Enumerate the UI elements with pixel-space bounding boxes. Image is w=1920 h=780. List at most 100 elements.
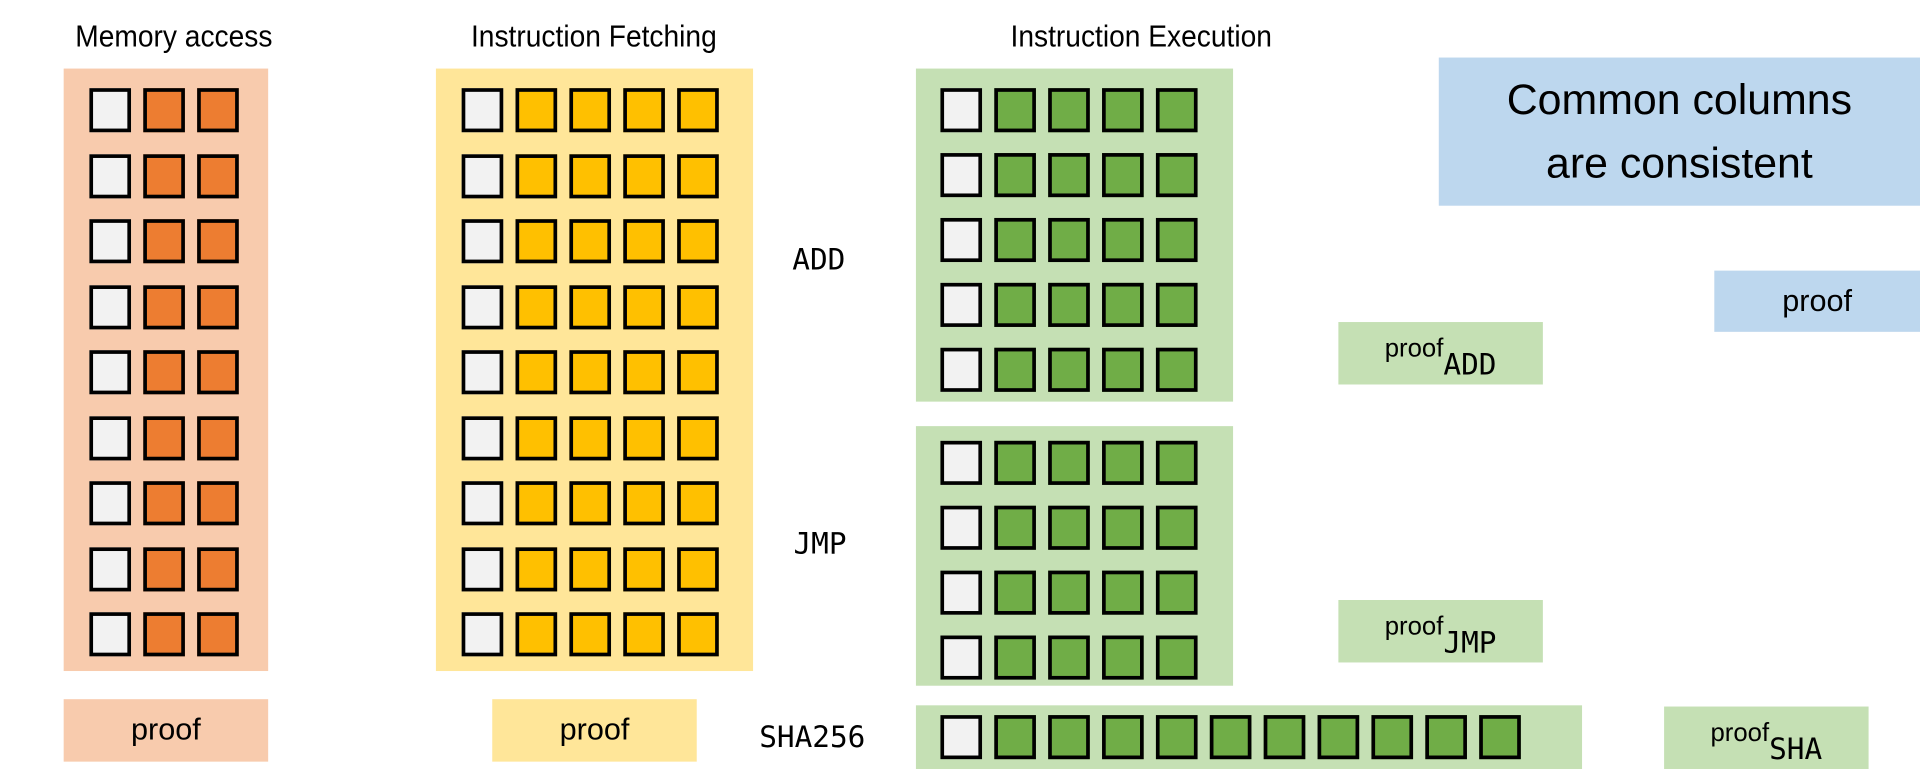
table-cell: [623, 350, 665, 395]
add-proof-label: proof: [1384, 333, 1444, 362]
table-cell: [569, 415, 612, 460]
common-column-cell: [940, 715, 983, 760]
table-cell: [515, 88, 558, 133]
memory-proof-label: proof: [131, 712, 201, 747]
common-column-cell: [461, 481, 504, 526]
common-line-2: are consistent: [1545, 138, 1813, 187]
table-cell: [515, 153, 558, 198]
common-column-cell: [940, 282, 983, 327]
table-cell: [197, 219, 239, 264]
common-column-cell: [89, 415, 132, 460]
table-cell: [569, 350, 612, 395]
jmp-proof-label: proof: [1384, 611, 1444, 640]
common-column-cell: [461, 415, 504, 460]
table-cell: [515, 284, 558, 329]
common-column-cell: [940, 88, 983, 133]
common-column-cell: [940, 635, 983, 680]
table-cell: [677, 284, 719, 329]
table-cell: [1102, 217, 1144, 263]
common-column-cell: [940, 505, 983, 550]
table-cell: [994, 88, 1036, 133]
table-cell: [677, 219, 719, 264]
table-cell: [1048, 88, 1090, 133]
table-cell: [1155, 88, 1198, 133]
table-cell: [994, 440, 1036, 485]
table-cell: [197, 481, 239, 526]
memory-table: [63, 68, 269, 672]
table-cell: [569, 219, 612, 264]
table-cell: [197, 88, 239, 133]
common-columns-note: Common columns are consistent: [1438, 57, 1920, 206]
table-cell: [994, 282, 1036, 327]
table-cell: [1102, 570, 1144, 615]
table-cell: [677, 415, 719, 460]
common-column-cell: [89, 284, 132, 329]
table-cell: [1155, 715, 1198, 760]
table-cell: [994, 570, 1036, 615]
table-cell: [623, 219, 665, 264]
table-cell: [143, 219, 185, 264]
table-cell: [569, 481, 612, 526]
table-cell: [569, 612, 612, 657]
table-cell: [1155, 153, 1198, 198]
table-cell: [515, 546, 558, 591]
table-cell: [515, 219, 558, 264]
common-column-cell: [461, 284, 504, 329]
table-cell: [1102, 347, 1144, 392]
table-cell: [623, 415, 665, 460]
table-cell: [569, 546, 612, 591]
common-column-cell: [940, 347, 983, 392]
table-cell: [1048, 505, 1090, 550]
table-cell: [197, 153, 239, 198]
table-cell: [143, 153, 185, 198]
table-cell: [1102, 715, 1144, 760]
table-cell: [1048, 282, 1090, 327]
table-cell: [1048, 715, 1090, 760]
table-cell: [1155, 570, 1198, 615]
table-cell: [569, 284, 612, 329]
common-column-cell: [461, 219, 504, 264]
table-cell: [143, 415, 185, 460]
sha256-table: [915, 705, 1583, 769]
table-cell: [197, 284, 239, 329]
table-cell: [677, 546, 719, 591]
sha-proof-label: proof: [1710, 718, 1770, 747]
table-cell: [677, 612, 719, 657]
table-cell: [197, 415, 239, 460]
common-column-cell: [89, 546, 132, 591]
table-cell: [623, 153, 665, 198]
table-cell: [677, 350, 719, 395]
fetch-title: Instruction Fetching: [470, 19, 717, 54]
table-cell: [994, 347, 1036, 392]
table-cell: [1317, 715, 1360, 760]
table-cell: [994, 153, 1036, 198]
table-cell: [1048, 570, 1090, 615]
memory-proof: proof: [63, 699, 269, 762]
table-cell: [994, 715, 1036, 760]
table-cell: [1048, 217, 1090, 263]
add-table: [915, 68, 1234, 402]
common-column-cell: [89, 481, 132, 526]
table-cell: [994, 635, 1036, 680]
table-cell: [677, 153, 719, 198]
execution-title: Instruction Execution: [1010, 19, 1272, 54]
table-cell: [1155, 635, 1198, 680]
jmp-proof-subscript: JMP: [1443, 625, 1497, 660]
table-cell: [1048, 635, 1090, 680]
table-cell: [1102, 88, 1144, 133]
table-cell: [1155, 347, 1198, 392]
table-cell: [1102, 505, 1144, 550]
table-cell: [569, 153, 612, 198]
common-proof-label: proof: [1782, 283, 1853, 318]
table-cell: [1102, 153, 1144, 198]
common-column-cell: [461, 612, 504, 657]
table-cell: [143, 546, 185, 591]
table-cell: [1048, 440, 1090, 485]
table-cell: [1479, 715, 1521, 760]
common-proof: proof: [1714, 270, 1920, 332]
table-cell: [1155, 217, 1198, 263]
table-cell: [623, 612, 665, 657]
table-cell: [197, 546, 239, 591]
common-column-cell: [89, 88, 132, 133]
